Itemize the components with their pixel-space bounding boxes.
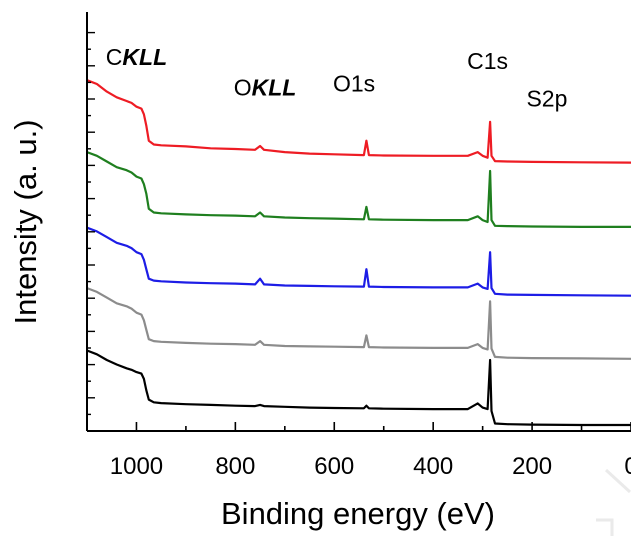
- series-line-5: [86, 349, 631, 427]
- annotation-layer: CKLL OKLL O1s C1s S2p: [106, 44, 568, 112]
- x-tick-label: 1000: [110, 453, 163, 480]
- peak-annotation: S2p: [526, 86, 567, 112]
- x-tick-label: 800: [215, 453, 255, 480]
- x-tick-label: 600: [314, 453, 354, 480]
- peak-annotation: CKLL: [106, 44, 167, 70]
- x-tick-label: 200: [512, 453, 552, 480]
- axis-layer: 1000 800 600 400 200 0: [86, 12, 631, 480]
- series-line-4: [86, 287, 631, 360]
- watermark-logo: [596, 468, 631, 536]
- series-line-1: [86, 79, 631, 164]
- plot-area: 1000 800 600 400 200 0 CKLL OKLL O1s C1s S2p: [86, 12, 631, 480]
- peak-annotation: OKLL: [234, 74, 297, 100]
- x-tick-label: 400: [413, 453, 453, 480]
- x-ticks: 1000 800 600 400 200 0: [86, 422, 631, 480]
- series-layer: [86, 79, 631, 427]
- series-line-3: [86, 226, 631, 297]
- x-tick-label: 0: [624, 453, 631, 480]
- x-axis-label: Binding energy (eV): [221, 496, 495, 531]
- peak-annotation: C1s: [467, 48, 508, 74]
- y-axis-label: Intensity (a. u.): [8, 119, 43, 324]
- series-line-2: [86, 151, 631, 228]
- peak-annotation: O1s: [333, 71, 375, 97]
- y-ticks: [87, 31, 95, 432]
